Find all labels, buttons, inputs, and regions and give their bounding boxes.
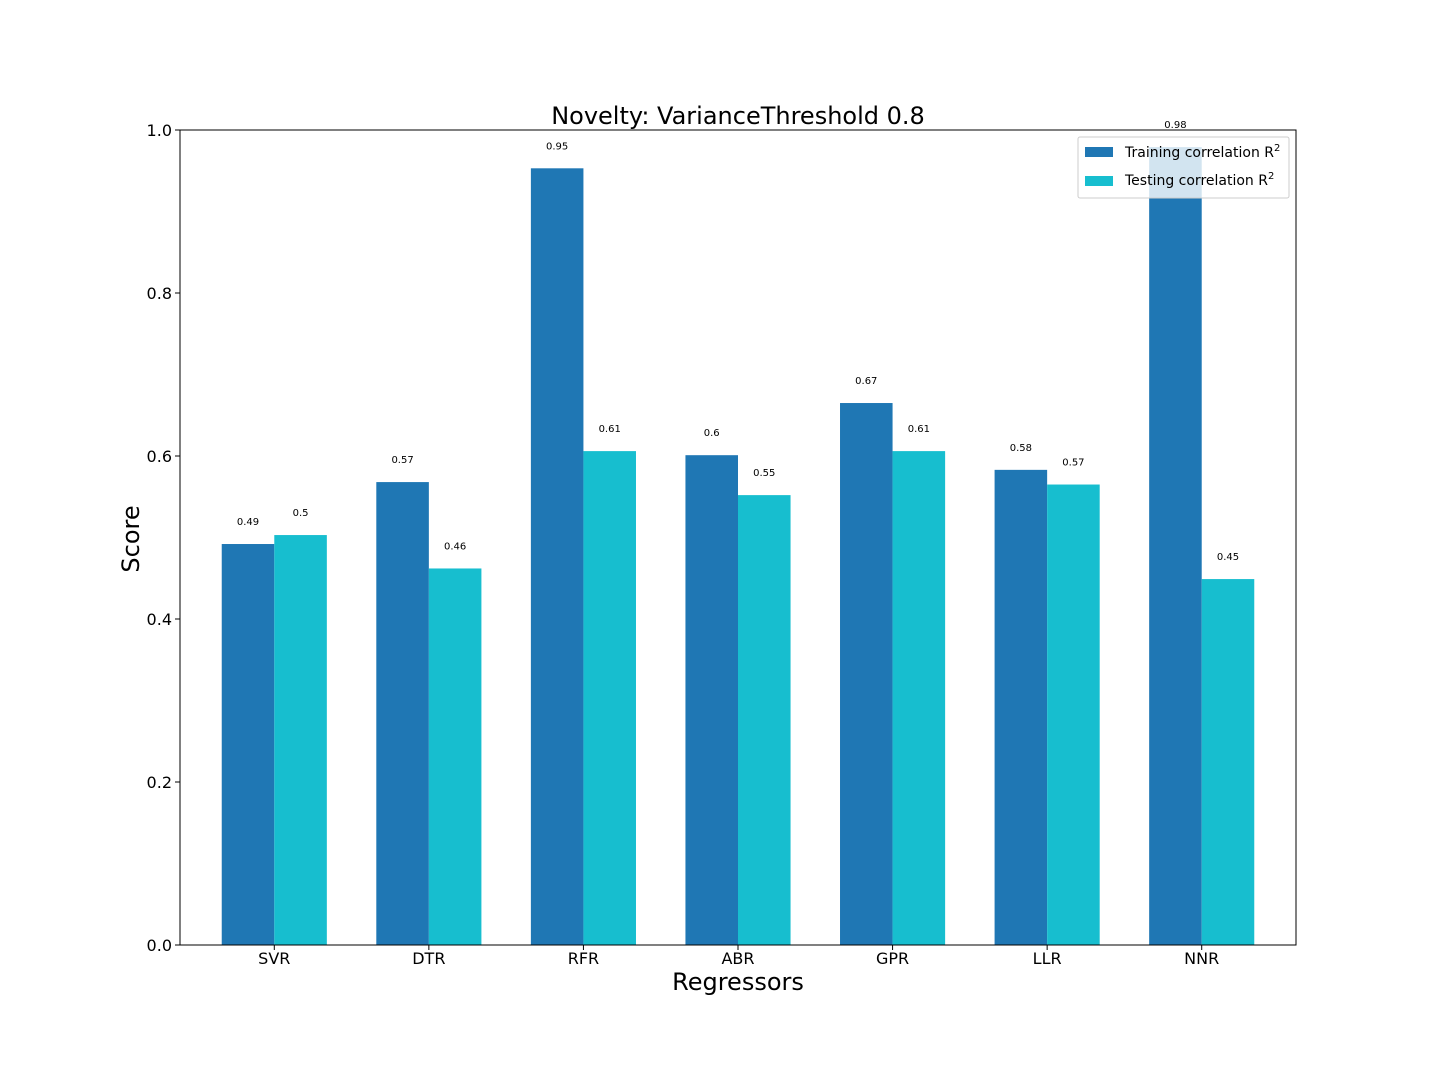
y-tick-label: 0.8 (147, 284, 172, 303)
x-tick-label-llr: LLR (1033, 949, 1062, 968)
legend: Training correlation R2 Testing correlat… (1077, 136, 1290, 199)
bar-training-svr (221, 544, 275, 945)
bar-labels-layer: 0.49 0.57 0.95 0.6 0.67 0.58 0.98 0.5 0.46 0.61 0.… (237, 120, 1239, 563)
bar-value-label-training-svr: 0.49 (237, 517, 259, 528)
x-tick-label-rfr: RFR (568, 949, 599, 968)
bar-value-label-training-dtr: 0.57 (391, 455, 413, 466)
bar-value-label-training-llr: 0.58 (1010, 443, 1032, 454)
x-tick-label-svr: SVR (258, 949, 290, 968)
x-tick-label-gpr: GPR (876, 949, 909, 968)
x-tick-label-abr: ABR (721, 949, 754, 968)
bar-testing-gpr (892, 451, 946, 945)
legend-label-testing-text: Testing correlation R (1124, 173, 1268, 189)
bars-layer (221, 147, 1255, 946)
bar-training-llr (994, 469, 1048, 945)
y-tick-label: 0.0 (147, 936, 172, 955)
legend-label-testing: Testing correlation R2 (1124, 171, 1274, 189)
bar-testing-rfr (583, 451, 636, 945)
bar-value-label-training-nnr: 0.98 (1164, 120, 1186, 131)
bar-training-rfr (530, 168, 584, 945)
legend-swatch-testing (1085, 176, 1113, 186)
bar-value-label-training-gpr: 0.67 (855, 376, 877, 387)
x-axis: SVR DTR RFR ABR GPR LLR NNR (258, 945, 1219, 968)
x-tick-label-nnr: NNR (1184, 949, 1219, 968)
bar-training-gpr (840, 403, 893, 945)
legend-box (1077, 136, 1290, 199)
bar-testing-svr (274, 535, 327, 945)
y-tick-label: 0.2 (147, 773, 172, 792)
y-tick-label: 0.6 (147, 447, 172, 466)
bar-testing-nnr (1201, 579, 1255, 945)
bar-value-label-testing-svr: 0.5 (293, 508, 309, 519)
bar-testing-llr (1047, 484, 1100, 945)
bar-testing-dtr (428, 568, 482, 945)
bar-value-label-testing-nnr: 0.45 (1217, 552, 1239, 563)
legend-label-testing-superscript: 2 (1268, 171, 1274, 182)
bar-training-abr (685, 455, 738, 945)
bar-value-label-testing-rfr: 0.61 (599, 424, 621, 435)
y-tick-label: 1.0 (147, 121, 172, 140)
legend-label-training: Training correlation R2 (1124, 143, 1280, 161)
y-axis: 0.0 0.2 0.4 0.6 0.8 1.0 (147, 121, 180, 955)
legend-swatch-training (1085, 147, 1113, 157)
bar-value-label-testing-llr: 0.57 (1062, 458, 1084, 469)
bar-value-label-testing-abr: 0.55 (753, 468, 775, 479)
bar-value-label-testing-dtr: 0.46 (444, 541, 466, 552)
bar-value-label-training-abr: 0.6 (704, 428, 720, 439)
bar-value-label-training-rfr: 0.95 (546, 141, 568, 152)
legend-label-training-superscript: 2 (1274, 143, 1280, 154)
x-axis-title: Regressors (672, 968, 804, 996)
bar-training-nnr (1149, 147, 1202, 946)
bar-testing-abr (738, 495, 791, 945)
x-tick-label-dtr: DTR (412, 949, 445, 968)
legend-label-training-text: Training correlation R (1124, 145, 1274, 161)
y-tick-label: 0.4 (147, 610, 172, 629)
bar-training-dtr (376, 482, 429, 945)
y-axis-title: Score (117, 505, 145, 572)
chart-title: Novelty: VarianceThreshold 0.8 (551, 102, 925, 130)
bar-value-label-testing-gpr: 0.61 (908, 424, 930, 435)
